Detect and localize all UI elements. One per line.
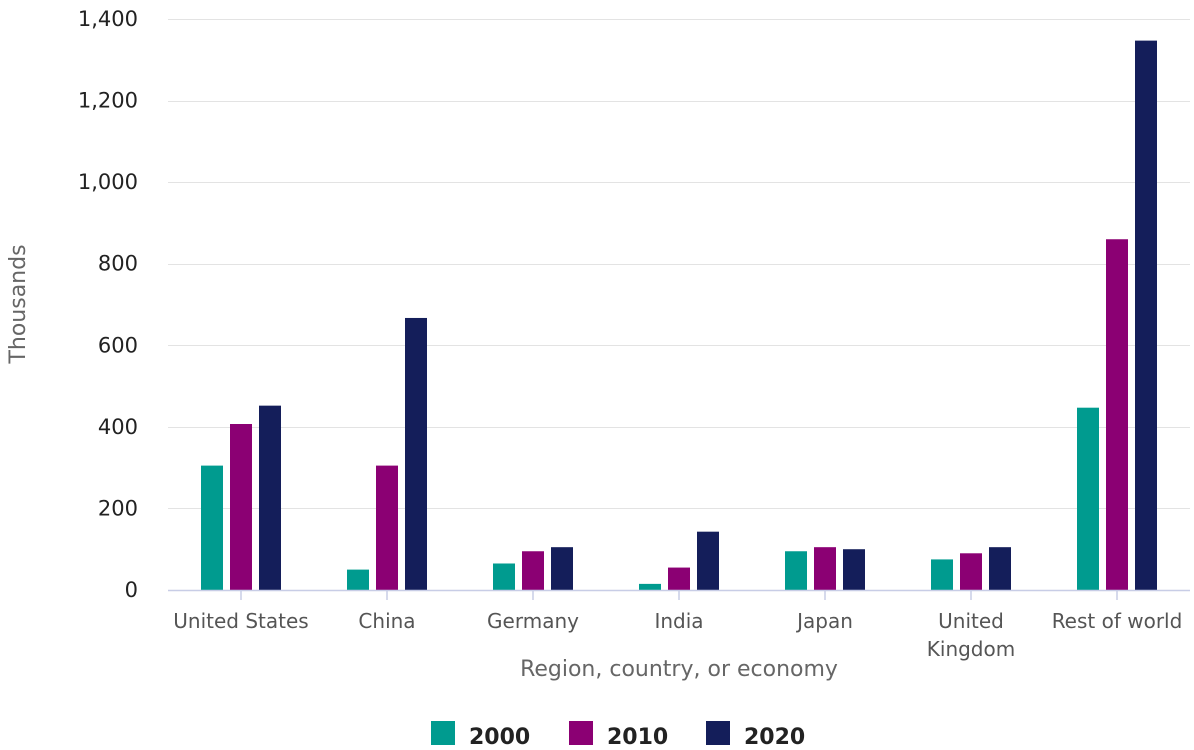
bar-2010	[230, 424, 252, 590]
y-tick-label: 400	[98, 415, 138, 439]
bar-2010	[376, 465, 398, 590]
x-category-label: Germany	[487, 609, 579, 633]
x-category-label-line: Japan	[795, 609, 853, 633]
x-axis-title: Region, country, or economy	[520, 657, 838, 682]
bars	[201, 40, 1157, 590]
y-tick-label: 200	[98, 496, 138, 520]
y-axis-ticks: 0 200 400 600 800 1,000 1,200 1,400	[78, 7, 138, 602]
bar-2000	[201, 465, 223, 590]
bar-2020	[1135, 40, 1157, 590]
bar-2020	[551, 547, 573, 590]
x-category-label-line: Kingdom	[927, 637, 1015, 661]
y-tick-label: 1,200	[78, 89, 138, 113]
x-axis-categories: United States China Germany India Japan Unite…	[173, 609, 1182, 661]
bar-2010	[814, 547, 836, 590]
x-category-label: United Kingdom	[927, 609, 1015, 661]
bar-2000	[1077, 407, 1099, 590]
bar-2000	[493, 563, 515, 590]
bar-2020	[697, 531, 719, 590]
bar-2000	[347, 569, 369, 590]
bar-2010	[668, 567, 690, 590]
bar-2000	[639, 583, 661, 590]
y-tick-label: 600	[98, 333, 138, 357]
bar-2010	[522, 551, 544, 590]
legend: 2000 2010 2020	[431, 721, 805, 750]
legend-label: 2010	[607, 725, 668, 750]
bar-2000	[785, 551, 807, 590]
x-category-label-line: Germany	[487, 609, 579, 633]
y-tick-label: 1,000	[78, 170, 138, 194]
legend-label: 2000	[469, 725, 530, 750]
x-category-label: India	[654, 609, 703, 633]
x-category-label-line: China	[358, 609, 415, 633]
y-tick-label: 0	[125, 578, 138, 602]
bar-2010	[1106, 239, 1128, 590]
x-category-label-line: United States	[173, 609, 308, 633]
bar-2020	[405, 317, 427, 590]
x-category-label: United States	[173, 609, 308, 633]
legend-swatch-2020	[706, 721, 730, 745]
x-category-label: China	[358, 609, 415, 633]
y-tick-label: 800	[98, 252, 138, 276]
x-category-label-line: India	[654, 609, 703, 633]
legend-swatch-2000	[431, 721, 455, 745]
x-category-label: Rest of world	[1052, 609, 1183, 633]
x-category-label: Japan	[795, 609, 853, 633]
x-axis-ticks	[240, 590, 1118, 600]
gridlines	[168, 19, 1190, 509]
legend-label: 2020	[744, 725, 805, 750]
legend-swatch-2010	[569, 721, 593, 745]
x-category-label-line: United	[938, 609, 1004, 633]
bar-2020	[259, 405, 281, 590]
bar-2020	[989, 547, 1011, 590]
x-category-label-line: Rest of world	[1052, 609, 1183, 633]
y-axis-title: Thousands	[6, 244, 31, 364]
bar-2000	[931, 559, 953, 590]
bar-2020	[843, 549, 865, 590]
bar-2010	[960, 553, 982, 590]
y-tick-label: 1,400	[78, 7, 138, 31]
